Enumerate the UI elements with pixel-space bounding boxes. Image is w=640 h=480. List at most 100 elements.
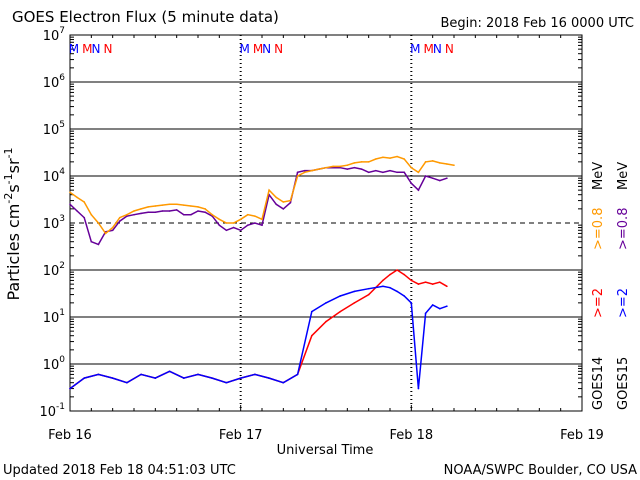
marker-letter: M — [82, 42, 92, 56]
y-tick-base: 10 — [39, 405, 56, 420]
y-tick-exp: -1 — [56, 402, 65, 412]
data-series — [69, 155, 455, 390]
y-axis-label-exp: -1 — [2, 173, 15, 184]
y-axis-label: Particles cm-2s-1sr-1 — [2, 147, 23, 300]
data-point — [296, 175, 299, 177]
data-point — [218, 218, 221, 221]
data-point — [296, 373, 299, 376]
data-point — [332, 166, 334, 169]
y-tick-label: 10-1 — [39, 402, 65, 420]
data-point — [154, 205, 157, 207]
data-point — [396, 155, 398, 158]
data-point — [282, 208, 285, 210]
data-point — [232, 222, 235, 224]
data-point — [346, 168, 349, 170]
y-tick-base: 10 — [43, 29, 60, 44]
y-axis-label-part: Particles cm — [4, 204, 23, 301]
data-point — [282, 201, 285, 203]
data-point — [438, 307, 441, 310]
data-point — [310, 310, 313, 313]
data-point — [190, 205, 192, 207]
y-tick-exp: 7 — [59, 26, 65, 36]
data-point — [446, 305, 448, 307]
marker-letter: M — [253, 42, 263, 56]
legend-goes15-2mev: >=2 — [616, 288, 631, 318]
data-point — [140, 208, 142, 210]
marker-letter: N — [92, 42, 101, 56]
data-point — [367, 293, 370, 296]
data-point — [197, 206, 199, 208]
data-point — [69, 203, 71, 206]
legend-unit-2: MeV — [616, 162, 631, 190]
data-point — [126, 213, 128, 216]
data-point — [403, 295, 406, 297]
data-point — [417, 387, 420, 390]
data-point — [438, 162, 441, 164]
data-point — [382, 279, 384, 282]
y-tick-base: 10 — [43, 358, 60, 373]
data-point — [424, 312, 427, 315]
y-tick-base: 10 — [43, 76, 60, 91]
x-tick-label: Feb 18 — [389, 428, 433, 443]
data-point — [190, 213, 192, 216]
data-point — [246, 224, 249, 226]
y-tick-label: 100 — [43, 355, 66, 373]
data-point — [182, 204, 185, 206]
data-point — [97, 243, 100, 246]
data-point — [431, 177, 434, 179]
marker-letter: N — [104, 42, 113, 56]
data-point — [367, 171, 370, 174]
mn-markers: M MN N M MN N M MN N — [69, 42, 454, 56]
data-point — [275, 196, 278, 199]
data-point — [90, 240, 93, 243]
data-point — [282, 381, 285, 384]
data-point — [168, 370, 171, 373]
data-point — [225, 222, 228, 224]
data-point — [446, 177, 448, 179]
data-point — [97, 222, 100, 224]
data-point — [161, 204, 164, 206]
data-point — [254, 222, 256, 224]
data-point — [232, 226, 235, 229]
y-tick-exp: 1 — [59, 308, 65, 318]
data-point — [303, 169, 306, 172]
data-point — [332, 165, 334, 168]
y-tick-base: 10 — [43, 264, 60, 279]
data-point — [367, 287, 370, 290]
data-point — [111, 229, 114, 232]
series-line — [69, 155, 455, 235]
data-point — [296, 171, 299, 174]
data-point — [446, 163, 448, 165]
legend-goes15-08mev: >=0.8 — [616, 208, 631, 250]
data-point — [438, 281, 441, 284]
data-point — [289, 199, 292, 202]
data-point — [261, 224, 263, 226]
y-tick-exp: 0 — [59, 355, 65, 365]
data-point — [318, 168, 320, 170]
data-point — [268, 377, 270, 379]
data-point — [118, 216, 121, 219]
data-point — [325, 166, 327, 169]
data-point — [211, 377, 214, 379]
data-point — [254, 215, 256, 217]
data-point — [382, 171, 384, 174]
data-point — [246, 213, 249, 216]
y-tick-label: 107 — [43, 26, 65, 44]
y-tick-exp: 6 — [59, 73, 65, 83]
data-point — [339, 165, 342, 168]
data-point — [76, 210, 78, 212]
legend: GOES14 GOES15 >=2 >=2 >=0.8 >=0.8 MeV Me… — [591, 162, 631, 410]
y-tick-label: 104 — [43, 167, 66, 185]
x-tick-label: Feb 19 — [560, 428, 604, 443]
data-point — [389, 157, 391, 159]
data-point — [431, 283, 434, 285]
marker-letter: N — [274, 42, 283, 56]
data-point — [239, 377, 242, 379]
data-point — [140, 373, 142, 376]
data-point — [374, 169, 377, 172]
data-point — [76, 196, 78, 199]
data-point — [346, 164, 349, 166]
